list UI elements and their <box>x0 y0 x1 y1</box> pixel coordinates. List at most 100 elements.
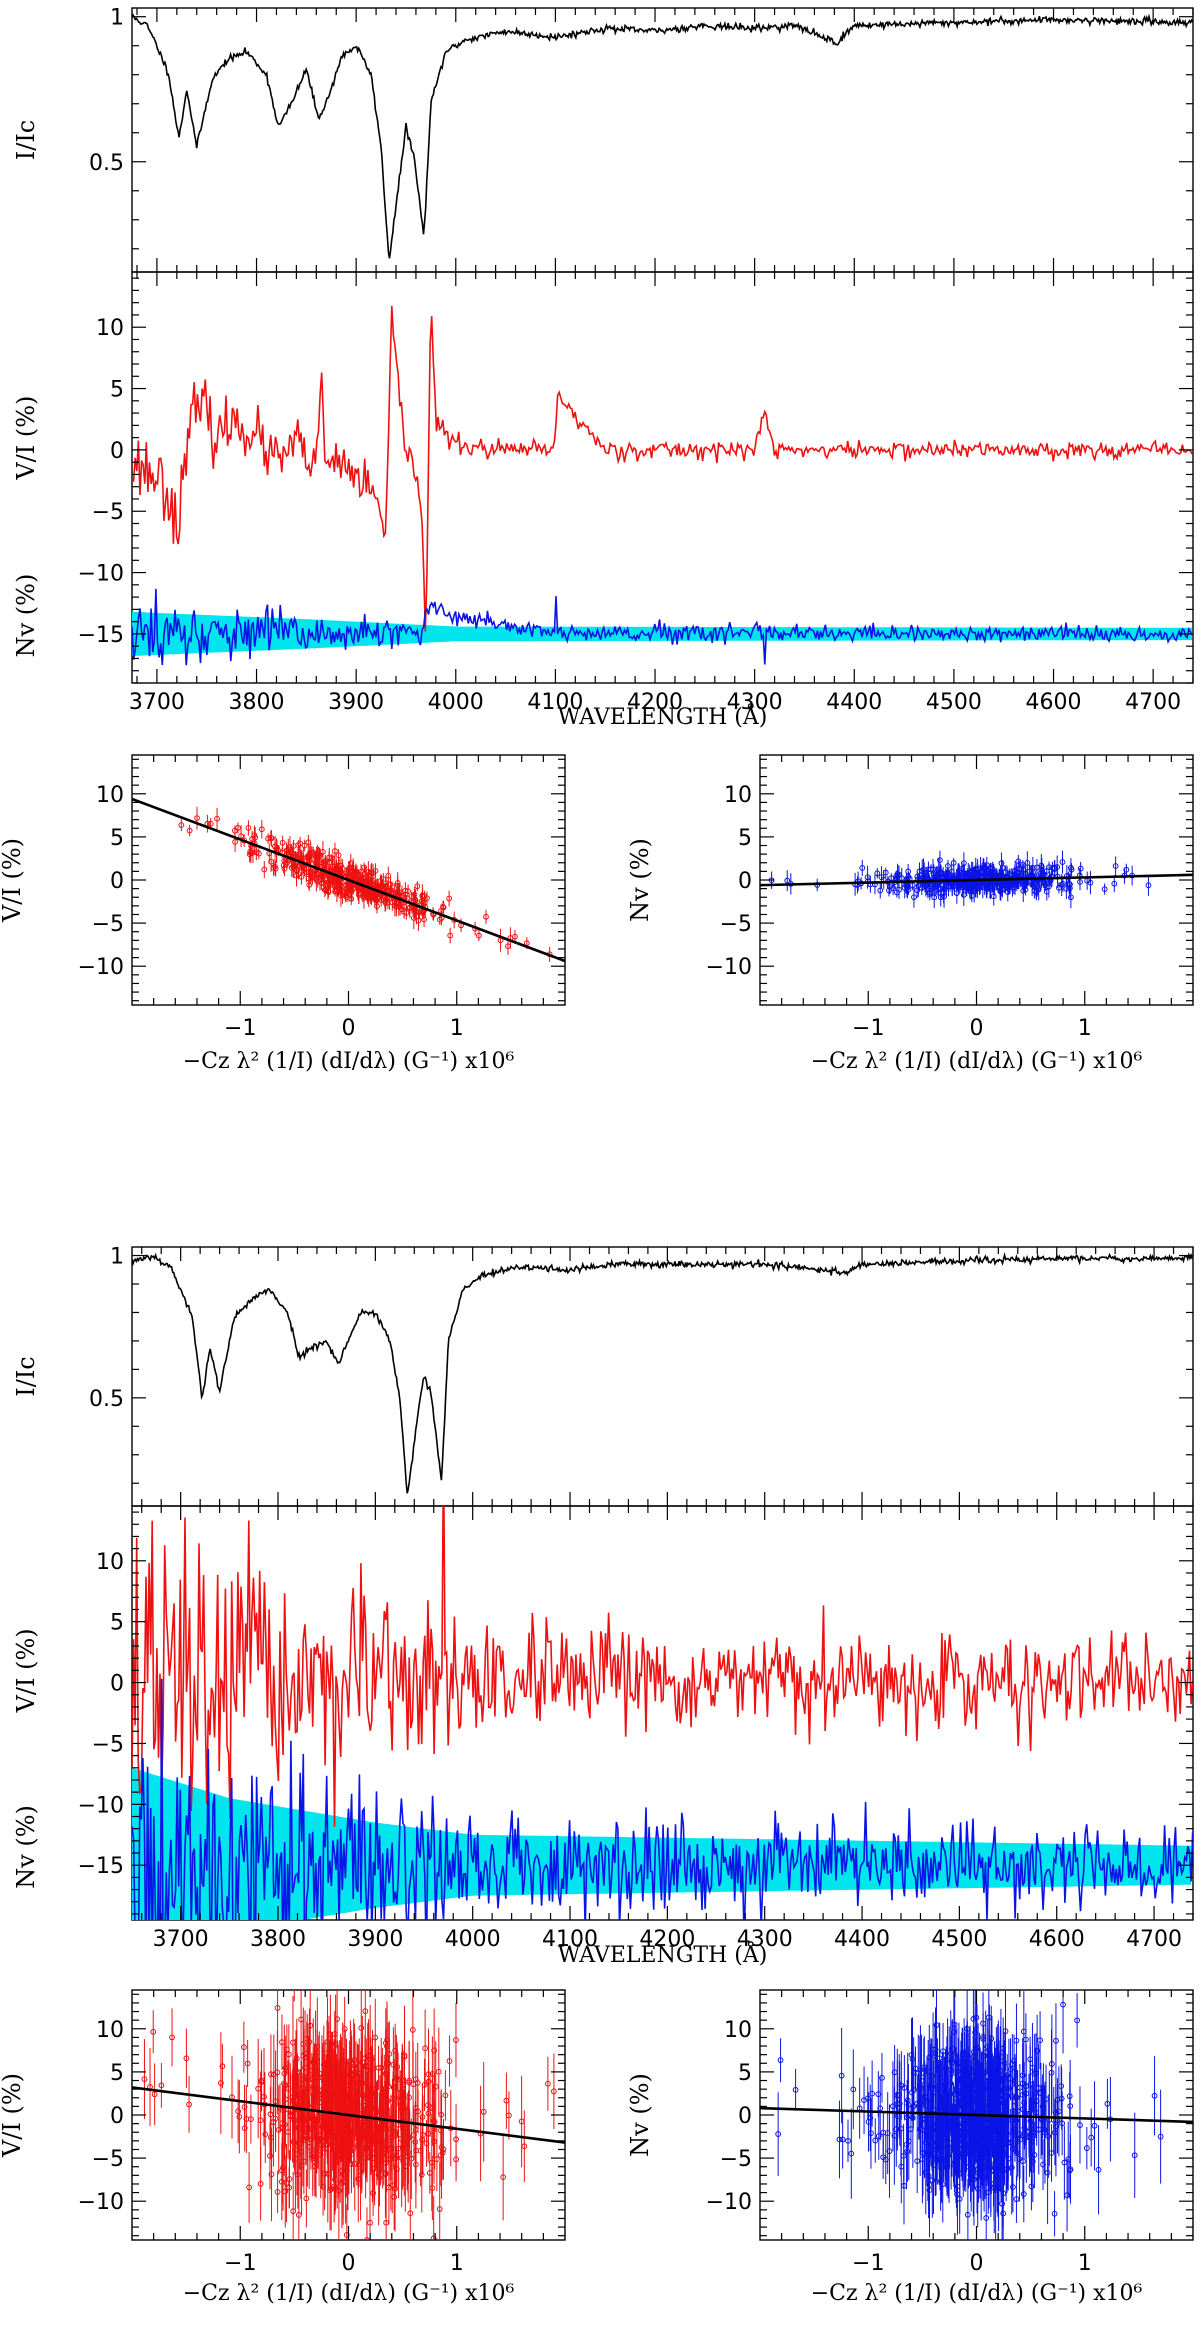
data-point <box>370 2190 376 2196</box>
data-point <box>1059 859 1066 865</box>
data-point <box>281 2080 287 2087</box>
data-point <box>1112 863 1119 869</box>
x-tick-label: 0 <box>342 2251 356 2276</box>
x-tick-label: 0 <box>970 1016 984 1041</box>
data-point <box>425 2130 432 2137</box>
data-point <box>251 832 258 839</box>
data-point <box>393 2152 400 2159</box>
data-point <box>888 875 895 882</box>
x-tick-label: 4300 <box>727 690 783 715</box>
data-point <box>178 822 185 828</box>
data-point <box>343 2232 350 2238</box>
data-point <box>896 2092 903 2098</box>
data-point <box>332 2083 339 2090</box>
data-point <box>282 2096 289 2103</box>
data-point <box>391 889 398 896</box>
data-point <box>283 2180 290 2187</box>
data-point <box>950 859 957 866</box>
data-point <box>407 2210 414 2217</box>
null-uncertainty-band <box>132 611 1192 656</box>
data-point <box>401 903 408 910</box>
data-point <box>258 826 265 833</box>
x-tick-label: 4700 <box>1126 1927 1182 1952</box>
x-tick-label: 4700 <box>1125 690 1181 715</box>
data-point <box>351 2160 358 2167</box>
data-point <box>385 2184 392 2191</box>
data-point <box>418 2171 425 2178</box>
data-point <box>438 2111 445 2118</box>
data-point <box>270 2071 277 2078</box>
p1_reg_v-y-ticks: −10 −5 0 5 10 <box>78 758 565 1002</box>
x-tick-label: 1 <box>450 1016 464 1041</box>
data-point <box>246 851 253 858</box>
data-point <box>379 2090 385 2097</box>
p1_reg_n-y-ticks: −10 −5 0 5 10 <box>706 758 1193 1002</box>
data-point <box>331 2031 338 2037</box>
data-point <box>310 2117 317 2124</box>
data-point <box>353 2085 359 2092</box>
x-tick-label: 4200 <box>639 1927 695 1952</box>
data-point <box>374 903 380 910</box>
data-point <box>934 2145 940 2152</box>
data-point <box>432 2083 439 2090</box>
data-point <box>877 887 884 894</box>
data-point <box>367 2048 374 2055</box>
x-tick-label: 0 <box>342 1016 356 1041</box>
y-tick-label: 5 <box>110 2061 124 2086</box>
data-point <box>442 2092 449 2099</box>
p2_intensity-spectrum-line <box>132 1252 1193 1494</box>
data-point <box>1016 866 1023 872</box>
data-point <box>1049 864 1056 871</box>
data-point <box>386 2141 393 2148</box>
data-point <box>258 2079 265 2085</box>
data-point <box>1111 880 1118 887</box>
data-point <box>375 2171 382 2178</box>
data-point <box>290 2138 297 2145</box>
x-tick-label: 4500 <box>931 1927 987 1952</box>
p1_polarization-y-ticks: −15 −10 −5 0 5 10 <box>78 277 1193 684</box>
data-point <box>367 2219 373 2226</box>
data-point <box>375 896 381 903</box>
data-point <box>346 887 353 893</box>
data-point <box>930 2089 936 2096</box>
data-point <box>274 2188 281 2195</box>
x-tick-label: 4400 <box>826 690 882 715</box>
data-point <box>437 2152 444 2159</box>
p2_intensity-y-ticks: 0.51 <box>89 1245 1193 1484</box>
x-tick-label: 4400 <box>834 1927 890 1952</box>
data-point <box>446 2058 453 2064</box>
y-tick-label: −5 <box>720 912 752 937</box>
data-point <box>1034 864 1040 871</box>
data-point <box>1037 870 1044 877</box>
y-tick-label: 0 <box>110 869 124 894</box>
p1_intensity-x-ticks <box>136 8 1194 272</box>
y-tick-label: 0 <box>110 1672 124 1697</box>
data-point <box>447 932 454 939</box>
data-point <box>904 2114 911 2121</box>
data-point <box>423 2140 430 2147</box>
null-uncertainty-band <box>132 1767 1192 1920</box>
data-point <box>960 892 967 898</box>
data-point <box>288 864 295 871</box>
data-point <box>933 873 940 880</box>
y-tick-label: 10 <box>96 1550 124 1575</box>
x-tick-label: 1 <box>1078 1016 1092 1041</box>
data-point <box>453 2037 459 2043</box>
data-point <box>355 2175 362 2182</box>
data-point <box>879 2074 885 2081</box>
x-tick-label: 1 <box>450 2251 464 2276</box>
data-point <box>279 2039 285 2046</box>
data-point <box>914 2158 921 2165</box>
y-tick-label: −15 <box>78 1854 124 1879</box>
data-point <box>1051 2210 1058 2217</box>
data-point <box>371 2155 378 2162</box>
data-point <box>331 883 338 889</box>
p1_polarization-frame <box>131 271 1194 684</box>
data-point <box>392 2185 398 2192</box>
data-point <box>303 2195 310 2202</box>
data-point <box>412 2126 419 2133</box>
data-point <box>338 2104 345 2110</box>
data-point <box>385 872 392 879</box>
y-tick-label: 5 <box>110 378 124 403</box>
data-point <box>339 892 346 899</box>
